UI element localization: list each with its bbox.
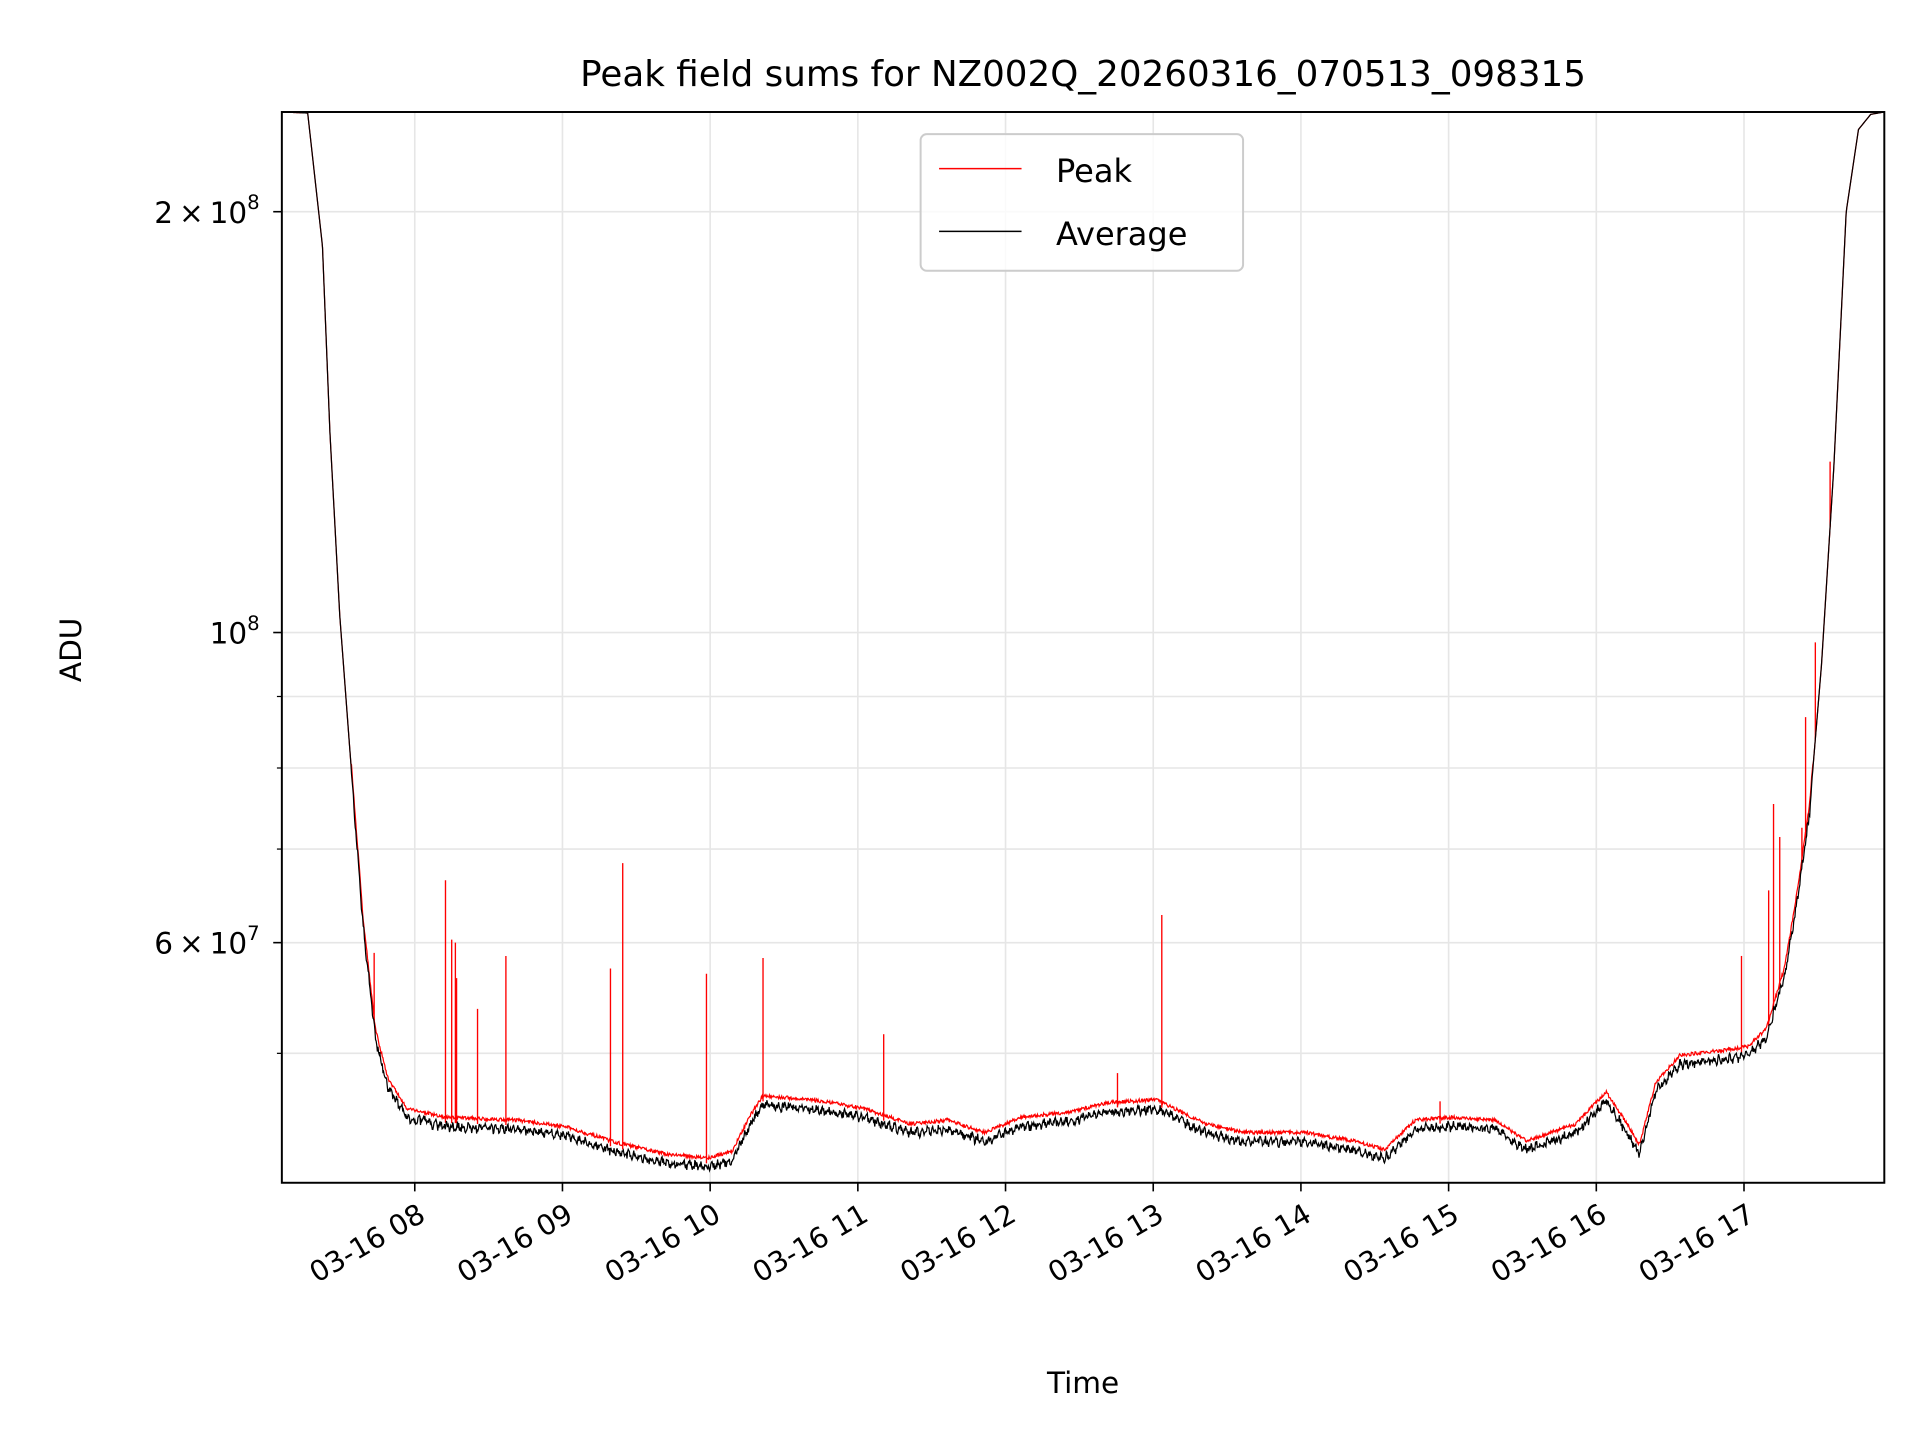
plot-frame [280,111,1886,1184]
average-series-line [281,112,1885,1173]
y-tick-label: 108 [210,612,260,651]
peak-series-line [281,112,1885,1161]
legend-average-label: Average [1056,215,1187,253]
chart-title: Peak field sums for NZ002Q_20260316_0705… [580,54,1586,95]
y-axis: 2 × 108 108 6 × 107 [154,191,282,1054]
y-tick-label: 6 × 107 [154,922,259,961]
y-tick-label: 2 × 108 [154,191,259,230]
legend: Peak Average [919,133,1245,272]
legend-peak-label: Peak [1056,152,1132,190]
x-axis-label: Time [1046,1366,1119,1400]
y-axis-label: ADU [54,618,88,683]
